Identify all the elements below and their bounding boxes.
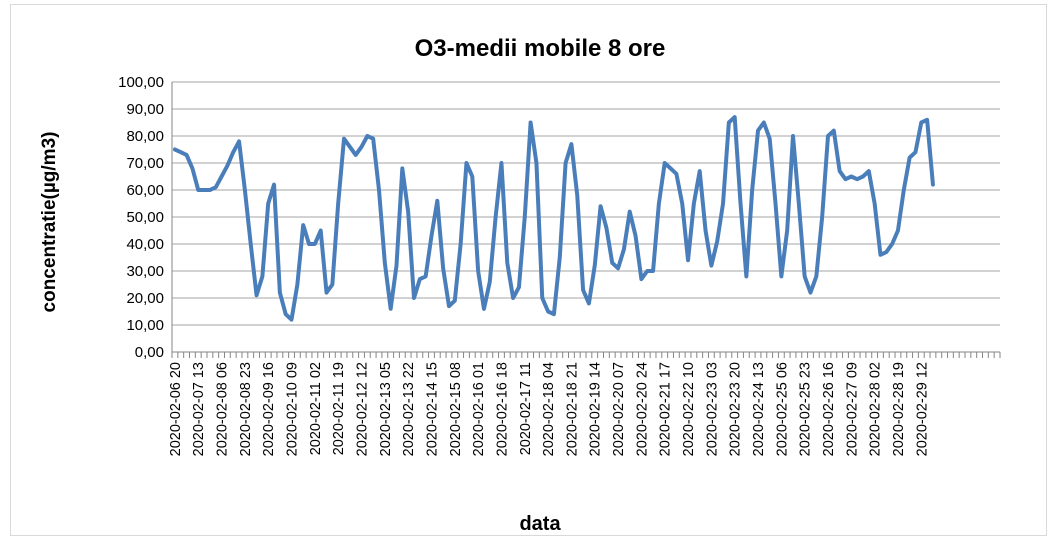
x-tick-label: 2020-02-08 23	[238, 362, 254, 456]
y-tick-label: 100,00	[118, 74, 164, 91]
chart-title: O3-medii mobile 8 ore	[415, 35, 666, 62]
x-tick-label: 2020-02-19 14	[588, 362, 604, 456]
x-axis-title: data	[519, 513, 561, 535]
y-tick-label: 80,00	[126, 128, 164, 145]
x-tick-label: 2020-02-17 11	[518, 362, 534, 455]
x-tick-label: 2020-02-23 20	[728, 362, 744, 456]
y-tick-label: 70,00	[126, 155, 164, 172]
y-tick-label: 50,00	[126, 209, 164, 226]
x-tick-label: 2020-02-15 08	[448, 362, 464, 456]
x-tick-label: 2020-02-21 17	[658, 362, 674, 456]
x-tick-label: 2020-02-07 13	[191, 362, 207, 456]
y-tick-label: 20,00	[126, 290, 164, 307]
x-tick-label: 2020-02-06 20	[168, 362, 184, 456]
x-tick-label: 2020-02-16 01	[471, 362, 487, 456]
x-tick-label: 2020-02-20 07	[611, 362, 627, 456]
x-tick-label: 2020-02-09 16	[261, 362, 277, 456]
x-tick-label: 2020-02-10 09	[285, 362, 301, 456]
y-tick-label: 0,00	[135, 344, 164, 361]
y-tick-label: 10,00	[126, 317, 164, 334]
y-tick-label: 40,00	[126, 236, 164, 253]
x-tick-label: 2020-02-23 03	[704, 362, 720, 456]
x-tick-label: 2020-02-13 05	[378, 362, 394, 456]
x-tick-label: 2020-02-08 06	[215, 362, 231, 456]
x-tick-label: 2020-02-28 02	[868, 362, 884, 456]
x-tick-label: 2020-02-11 19	[331, 362, 347, 455]
x-tick-label: 2020-02-29 12	[914, 362, 930, 456]
x-tick-label: 2020-02-22 10	[681, 362, 697, 456]
x-tick-label: 2020-02-16 18	[494, 362, 510, 456]
x-tick-label: 2020-02-26 16	[821, 362, 837, 456]
x-tick-label: 2020-02-27 09	[844, 362, 860, 456]
data-line	[172, 115, 935, 322]
chart-frame	[10, 4, 1047, 536]
y-axis-title: concentratie(µg/m3)	[39, 132, 60, 313]
y-tick-label: 30,00	[126, 263, 164, 280]
x-tick-label: 2020-02-28 19	[891, 362, 907, 456]
y-tick-label: 60,00	[126, 182, 164, 199]
x-tick-label: 2020-02-11 02	[308, 362, 324, 455]
x-tick-label: 2020-02-13 22	[401, 362, 417, 456]
x-tick-label: 2020-02-14 15	[424, 362, 440, 456]
x-tick-label: 2020-02-12 12	[355, 362, 371, 456]
x-tick-label: 2020-02-20 24	[634, 362, 650, 456]
x-tick-label: 2020-02-25 23	[798, 362, 814, 456]
x-tick-label: 2020-02-18 21	[564, 362, 580, 456]
y-tick-label: 90,00	[126, 101, 164, 118]
x-tick-label: 2020-02-24 13	[751, 362, 767, 456]
x-tick-label: 2020-02-25 06	[774, 362, 790, 456]
x-tick-label: 2020-02-18 04	[541, 362, 557, 456]
